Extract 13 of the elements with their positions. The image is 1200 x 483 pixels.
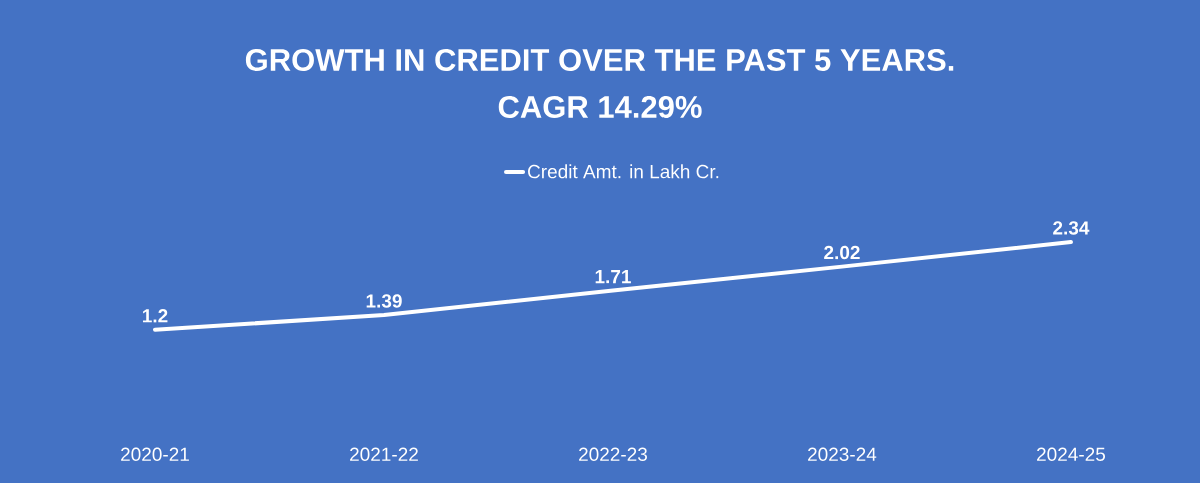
data-label: 1.39 [366, 294, 402, 308]
data-label: 1.2 [142, 309, 168, 323]
data-label: 2.02 [824, 245, 860, 260]
x-tick-label: 2024-25 [1037, 447, 1106, 461]
data-label: 1.71 [595, 270, 631, 284]
x-tick-label: 2021-22 [350, 447, 418, 461]
x-tick-label: 2022-23 [579, 447, 647, 461]
chart-title: GROWTH IN CREDIT OVER THE PAST 5 YEARS. [245, 49, 954, 71]
x-tick-label: 2020-21 [121, 447, 189, 461]
x-tick-label: 2023-24 [808, 447, 877, 461]
legend-label: Credit Amt. in Lakh Cr. [528, 164, 719, 179]
data-label: 2.34 [1053, 221, 1090, 235]
chart-subtitle: CAGR 14.29% [498, 96, 702, 118]
